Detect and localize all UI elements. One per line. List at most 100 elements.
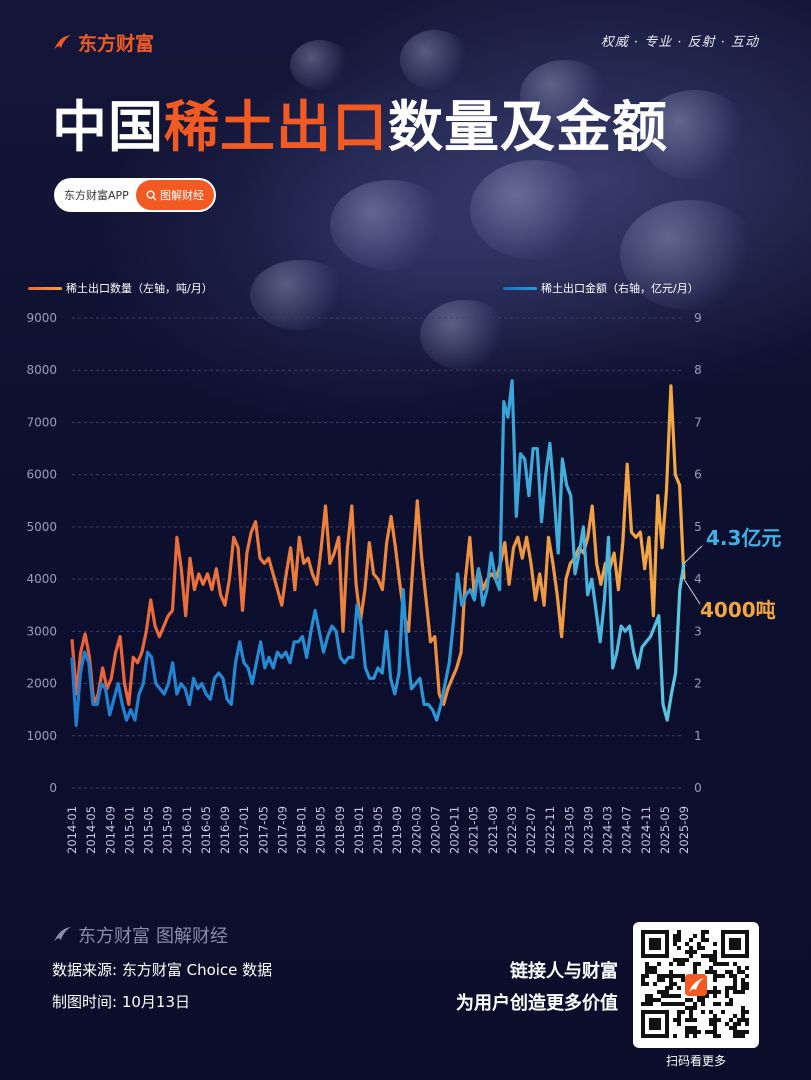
qr-module [693, 1034, 697, 1038]
qr-module [741, 1014, 745, 1018]
background-bokeh [290, 40, 350, 90]
qr-module [729, 1026, 733, 1030]
chart-date: 制图时间: 10月13日 [52, 993, 190, 1011]
qr-module [721, 1010, 725, 1014]
qr-module [677, 958, 681, 962]
amount-annotation: 4.3亿元 [706, 526, 782, 550]
qr-module [713, 950, 717, 954]
qr-module [653, 970, 657, 974]
qr-module [681, 958, 685, 962]
qr-module [645, 962, 649, 966]
qr-module [681, 974, 685, 978]
qr-module [729, 1002, 733, 1006]
x-tick-label: 2014-01 [65, 806, 79, 854]
qr-module [733, 1026, 737, 1030]
qr-module [669, 962, 673, 966]
qr-module [741, 970, 745, 974]
qr-module [741, 1030, 745, 1034]
qr-module [661, 978, 665, 982]
qr-module [713, 986, 717, 990]
qr-module [733, 986, 737, 990]
qr-module [725, 1002, 729, 1006]
qr-module [665, 974, 669, 978]
qr-module [733, 990, 737, 994]
qr-module [661, 1002, 665, 1006]
x-tick-label: 2019-05 [371, 806, 385, 854]
qr-module [689, 1006, 693, 1010]
qr-module [741, 1034, 745, 1038]
qr-module [677, 938, 681, 942]
qr-code[interactable] [633, 922, 759, 1048]
qr-module [697, 942, 701, 946]
qr-module [717, 1002, 721, 1006]
volume-annotation: 4000吨 [700, 598, 776, 622]
qr-module [657, 998, 661, 1002]
qr-module [681, 1010, 685, 1014]
amount-leader-line [683, 545, 703, 564]
series-line-volume [70, 384, 686, 706]
qr-module [693, 1006, 697, 1010]
right-tick-label: 0 [694, 781, 702, 795]
qr-module [725, 962, 729, 966]
x-tick-label: 2021-05 [467, 806, 481, 854]
qr-module [657, 990, 661, 994]
qr-module [673, 982, 677, 986]
x-tick-label: 2024-07 [620, 806, 634, 854]
qr-module [649, 998, 653, 1002]
qr-module [669, 986, 673, 990]
x-tick-label: 2016-09 [218, 806, 232, 854]
x-tick-label: 2020-07 [428, 806, 442, 854]
qr-module [645, 982, 649, 986]
qr-module [681, 962, 685, 966]
qr-module [729, 986, 733, 990]
qr-module [717, 1034, 721, 1038]
qr-module [733, 1034, 737, 1038]
x-tick-label: 2023-09 [581, 806, 595, 854]
x-tick-label: 2016-01 [180, 806, 194, 854]
qr-module [689, 1018, 693, 1022]
qr-module [649, 994, 653, 998]
qr-module [733, 1022, 737, 1026]
qr-module [673, 974, 677, 978]
qr-module [673, 994, 677, 998]
qr-module [737, 1018, 741, 1022]
qr-module [709, 958, 713, 962]
brand-name: 东方财富 [78, 33, 155, 55]
app-label: 东方财富APP [64, 189, 129, 202]
qr-module [721, 974, 725, 978]
qr-module [701, 930, 705, 934]
qr-module [741, 990, 745, 994]
qr-module [657, 978, 661, 982]
background-bokeh [420, 300, 510, 370]
qr-module [677, 986, 681, 990]
x-tick-label: 2018-05 [314, 806, 328, 854]
right-tick-label: 1 [694, 729, 702, 743]
left-tick-label: 7000 [26, 415, 57, 429]
section-button[interactable]: 图解财经 [136, 180, 214, 210]
legend-volume-label: 稀土出口数量（左轴，吨/月） [66, 282, 213, 295]
qr-module [681, 978, 685, 982]
qr-module [725, 990, 729, 994]
qr-module [741, 1006, 745, 1010]
qr-module [701, 1002, 705, 1006]
qr-module [737, 1022, 741, 1026]
qr-module [693, 1026, 697, 1030]
x-tick-label: 2017-01 [237, 806, 251, 854]
qr-finder-core [649, 938, 661, 950]
x-tick-label: 2014-09 [103, 806, 117, 854]
qr-module [689, 1014, 693, 1018]
qr-module [693, 1030, 697, 1034]
qr-module [673, 934, 677, 938]
qr-module [741, 986, 745, 990]
x-tick-label: 2020-03 [409, 806, 423, 854]
qr-module [677, 962, 681, 966]
qr-module [677, 1018, 681, 1022]
qr-module [685, 1026, 689, 1030]
qr-module [729, 1018, 733, 1022]
qr-module [713, 978, 717, 982]
left-tick-label: 1000 [26, 729, 57, 743]
title-highlight: 稀土出口 [164, 95, 389, 159]
footer-brand-name: 东方财富 [78, 926, 150, 947]
data-source: 数据来源: 东方财富 Choice 数据 [52, 961, 273, 979]
